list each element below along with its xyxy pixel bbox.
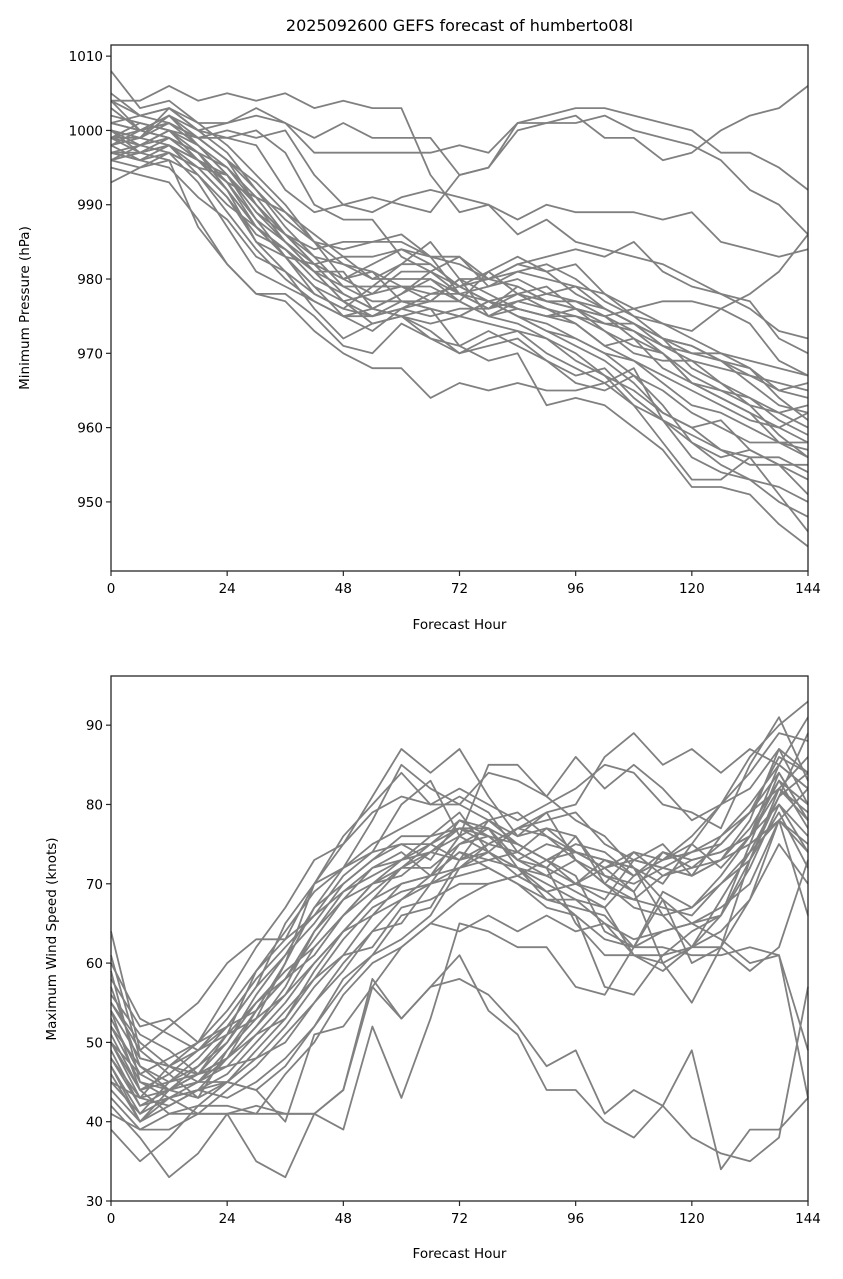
pressure-series-member-30 [110,144,808,444]
pressure-series-member-12 [110,166,809,503]
wind-x-tick-label: 48 [335,1211,352,1227]
wind-series-member-26 [110,787,809,1068]
pressure-series-member-02 [110,70,809,162]
pressure-y-tick-label: 960 [77,421,103,437]
pressure-series-lines [110,70,809,548]
wind-y-tick-label: 60 [86,956,103,972]
wind-x-ticks: 0 24 48 72 96 120 144 [107,1201,821,1227]
wind-series-member-02 [110,732,809,1052]
pressure-x-tick-label: 120 [679,581,705,597]
wind-x-tick-label: 72 [451,1211,468,1227]
pressure-series-member-15 [110,129,809,533]
pressure-y-axis-label: Minimum Pressure (hPa) [17,226,33,390]
wind-series-member-31 [110,716,809,1075]
wind-y-axis-label: Maximum Wind Speed (knots) [44,837,60,1040]
wind-x-tick-label: 24 [219,1211,236,1227]
pressure-series-member-23 [110,107,809,392]
wind-y-tick-label: 70 [86,877,103,893]
wind-y-tick-label: 90 [86,718,103,734]
wind-series-member-24 [110,748,809,1091]
pressure-series-member-01 [111,85,809,258]
pressure-y-tick-label: 980 [77,272,103,288]
pressure-x-tick-label: 96 [567,581,584,597]
pressure-x-tick-label: 0 [107,581,116,597]
pressure-x-tick-label: 144 [795,581,821,597]
wind-series-member-29 [110,954,809,1179]
pressure-series-member-04 [110,114,809,236]
pressure-y-tick-label: 1010 [69,49,103,65]
wind-series-lines [110,700,809,1179]
wind-axes: 0 24 48 72 96 120 144 30 40 50 60 70 80 90 Forecast … [44,675,821,1262]
wind-y-ticks: 30 40 50 60 70 80 90 [86,718,111,1210]
pressure-y-tick-label: 1000 [69,123,103,139]
wind-x-tick-label: 96 [567,1211,584,1227]
pressure-x-tick-label: 24 [219,581,236,597]
wind-series-member-19 [110,851,809,1115]
pressure-x-tick-label: 72 [451,581,468,597]
pressure-y-tick-label: 950 [77,495,103,511]
wind-y-tick-label: 30 [86,1194,103,1210]
pressure-y-ticks: 950 960 970 980 990 1000 1010 [69,49,111,511]
wind-x-tick-label: 0 [107,1211,116,1227]
wind-series-member-21 [110,803,809,1131]
pressure-series-member-27 [110,151,809,474]
pressure-series-member-09 [110,144,809,399]
pressure-x-ticks: 0 24 48 72 96 120 144 [107,571,821,597]
wind-y-tick-label: 40 [86,1115,103,1131]
pressure-series-member-28 [110,122,809,459]
wind-series-member-16 [110,811,809,1123]
wind-series-member-01 [110,700,809,1052]
wind-x-tick-label: 120 [679,1211,705,1227]
pressure-series-member-22 [110,129,809,377]
pressure-x-axis-label: Forecast Hour [413,617,507,633]
pressure-x-tick-label: 48 [335,581,352,597]
wind-series-member-05 [110,748,809,1075]
wind-x-axis-label: Forecast Hour [413,1246,507,1262]
wind-series-member-27 [110,978,809,1171]
chart-title: 2025092600 GEFS forecast of humberto08l [286,16,633,35]
pressure-series-member-20 [111,122,809,414]
wind-plot-frame [110,675,809,1202]
pressure-y-tick-label: 990 [77,198,103,214]
pressure-axes: 0 24 48 72 96 120 144 95096097098099010001010 … [17,44,821,633]
pressure-series-member-29 [110,100,809,414]
wind-y-tick-label: 50 [86,1035,103,1051]
pressure-y-tick-label: 970 [77,346,103,362]
wind-y-tick-label: 80 [86,797,103,813]
wind-x-tick-label: 144 [795,1211,821,1227]
pressure-series-member-31 [110,136,809,496]
wind-series-member-30 [110,914,809,1163]
wind-series-member-03 [110,716,809,1044]
pressure-series-member-26 [110,114,809,451]
pressure-series-member-13 [110,159,809,518]
